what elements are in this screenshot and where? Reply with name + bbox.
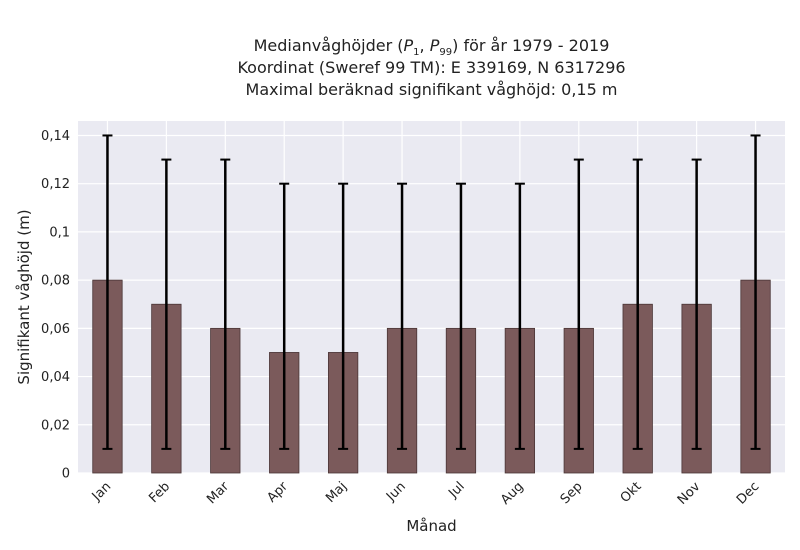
x-tick-label: Okt	[618, 479, 645, 506]
y-tick-label: 0	[62, 467, 70, 482]
x-tick-label: Jun	[383, 479, 409, 505]
x-tick-label: Jul	[445, 479, 467, 501]
x-tick-label: Maj	[323, 479, 350, 506]
plot-area	[78, 121, 785, 473]
x-tick-label: Dec	[734, 479, 762, 507]
x-tick-label: Mar	[204, 479, 232, 507]
y-tick-label: 0,02	[41, 418, 70, 433]
chart-title: Medianvåghöjder (P1, P99) för år 1979 - …	[253, 36, 610, 59]
chart-subtitle-coordinates: Koordinat (Sweref 99 TM): E 339169, N 63…	[237, 58, 626, 77]
y-axis-label: Signifikant våghöjd (m)	[15, 209, 33, 384]
y-tick-label: 0,08	[41, 274, 70, 289]
x-tick-labels: Jan Feb Mar Apr Maj Jun Jul Aug Sep Okt Nov Dec	[89, 479, 763, 508]
x-tick-label: Nov	[675, 479, 704, 508]
x-axis-label: Månad	[406, 517, 456, 535]
chart-subtitle-max-height: Maximal beräknad signifikant våghöjd: 0,…	[245, 80, 618, 99]
x-tick-label: Jan	[89, 479, 114, 504]
y-tick-label: 0,06	[41, 322, 70, 337]
error-bars	[102, 134, 761, 450]
y-tick-label: 0,14	[41, 129, 70, 144]
x-tick-label: Feb	[146, 479, 173, 506]
y-tick-label: 0,12	[41, 177, 70, 192]
x-tick-label: Aug	[498, 479, 527, 508]
y-tick-label: 0,1	[49, 225, 70, 240]
y-tick-label: 0,04	[41, 370, 70, 385]
y-tick-labels: 0 0,02 0,04 0,06 0,08 0,1 0,12 0,14	[41, 129, 70, 482]
x-tick-label: Apr	[265, 479, 292, 506]
x-tick-label: Sep	[558, 479, 586, 507]
